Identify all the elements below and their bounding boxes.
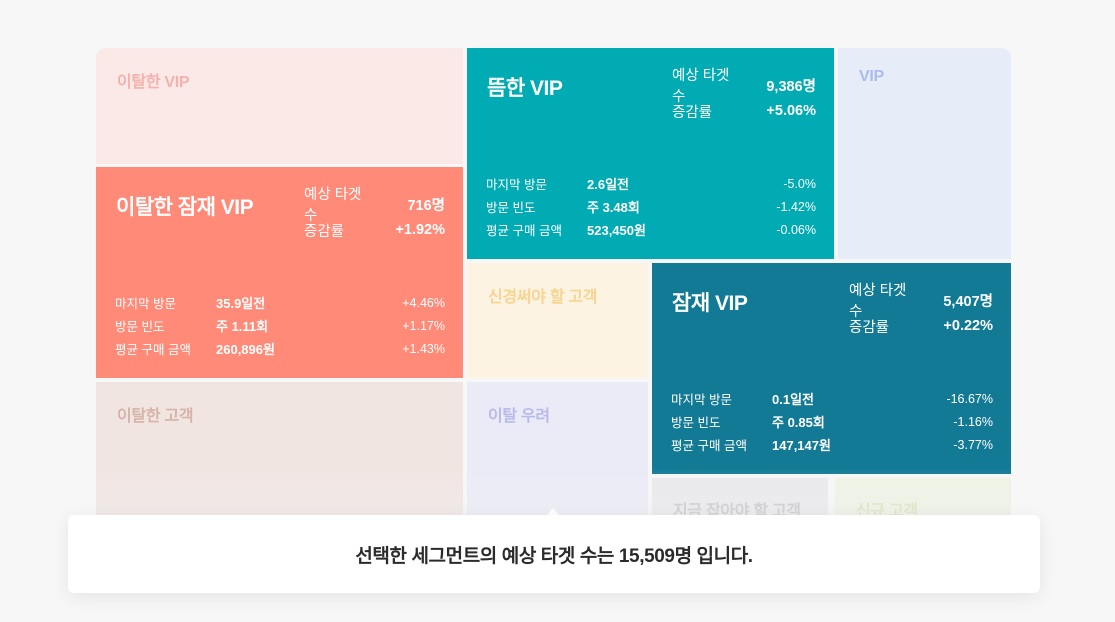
- segment-treemap: 이탈한 VIP 이탈한 잠재 VIP 예상 타겟 수 716명 증감률 +1.92%…: [96, 48, 1011, 568]
- metric-change: -16.67%: [946, 391, 993, 406]
- change-rate-value: +5.06%: [766, 103, 816, 119]
- tooltip-text: 선택한 세그먼트의 예상 타겟 수는 15,509명 입니다.: [355, 545, 753, 567]
- expected-target-value: 716명: [407, 197, 445, 214]
- metric-value: 0.1일전: [772, 392, 814, 407]
- change-rate-label: 증감률: [849, 319, 890, 336]
- segment-metrics: 마지막 방문 35.9일전 +4.46% 방문 빈도 주 1.11회 +1.17% 평균…: [115, 291, 445, 360]
- metric-change: -1.16%: [953, 414, 993, 429]
- change-rate-label: 증감률: [304, 223, 345, 240]
- metric-row-avg-purchase: 평균 구매 금액 147,147원 -3.77%: [671, 433, 993, 456]
- segment-churned-potential-vip[interactable]: 이탈한 잠재 VIP 예상 타겟 수 716명 증감률 +1.92% 마지막 방문 3…: [96, 167, 463, 378]
- segment-title: 이탈한 잠재 VIP: [116, 196, 254, 219]
- metric-row-last-visit: 마지막 방문 2.6일전 -5.0%: [486, 172, 816, 195]
- segment-title: 신경써야 할 고객: [488, 289, 598, 306]
- expected-target-label: 예상 타겟 수: [672, 68, 730, 105]
- metric-row-avg-purchase: 평균 구매 금액 260,896원 +1.43%: [115, 337, 445, 360]
- metric-value: 260,896원: [216, 342, 275, 357]
- segment-churned-customer[interactable]: 이탈한 고객: [96, 382, 463, 518]
- tooltip-caret: [546, 508, 560, 516]
- metric-value: 주 1.11회: [216, 319, 269, 334]
- metric-label: 마지막 방문: [115, 297, 176, 311]
- metric-label: 마지막 방문: [671, 393, 732, 407]
- metric-row-last-visit: 마지막 방문 35.9일전 +4.46%: [115, 291, 445, 314]
- metric-value: 523,450원: [587, 223, 646, 238]
- segment-title: 뜸한 VIP: [487, 77, 563, 100]
- metric-label: 평균 구매 금액: [671, 439, 747, 453]
- segment-must-catch-now[interactable]: 지금 잡아야 할 고객: [652, 478, 828, 518]
- segment-summary: 예상 타겟 수 5,407명 증감률 +0.22%: [849, 283, 993, 339]
- metric-row-avg-purchase: 평균 구매 금액 523,450원 -0.06%: [486, 218, 816, 241]
- metric-value: 2.6일전: [587, 177, 629, 192]
- metric-value: 35.9일전: [216, 296, 266, 311]
- segment-title: 이탈 우려: [488, 408, 550, 425]
- metric-change: -5.0%: [783, 176, 816, 191]
- expected-target-value: 5,407명: [943, 293, 993, 310]
- metric-label: 방문 빈도: [115, 320, 165, 334]
- segment-metrics: 마지막 방문 0.1일전 -16.67% 방문 빈도 주 0.85회 -1.16% 평균…: [671, 387, 993, 456]
- segment-title: 이탈한 VIP: [117, 74, 190, 91]
- metric-label: 방문 빈도: [671, 416, 721, 430]
- segment-title: 이탈한 고객: [117, 408, 194, 425]
- selection-summary-tooltip: 선택한 세그먼트의 예상 타겟 수는 15,509명 입니다.: [68, 515, 1040, 593]
- expected-target-value: 9,386명: [766, 78, 816, 95]
- segment-new-customer[interactable]: 신규 고객: [835, 478, 1011, 518]
- metric-row-visit-frequency: 방문 빈도 주 1.11회 +1.17%: [115, 314, 445, 337]
- segment-potential-vip[interactable]: 잠재 VIP 예상 타겟 수 5,407명 증감률 +0.22% 마지막 방문 0.1…: [652, 263, 1011, 474]
- metric-change: +4.46%: [402, 295, 445, 310]
- segment-vip[interactable]: VIP: [838, 48, 1011, 259]
- segment-title: 잠재 VIP: [672, 292, 748, 315]
- metric-label: 평균 구매 금액: [486, 224, 562, 238]
- metric-change: -1.42%: [776, 199, 816, 214]
- metric-label: 마지막 방문: [486, 178, 547, 192]
- expected-target-label: 예상 타겟 수: [849, 283, 907, 320]
- change-rate-label: 증감률: [672, 104, 713, 121]
- segment-churned-vip[interactable]: 이탈한 VIP: [96, 48, 463, 164]
- metric-label: 방문 빈도: [486, 201, 536, 215]
- metric-value: 147,147원: [772, 438, 831, 453]
- segment-title: VIP: [859, 68, 884, 85]
- segment-metrics: 마지막 방문 2.6일전 -5.0% 방문 빈도 주 3.48회 -1.42% 평균 구…: [486, 172, 816, 241]
- metric-value: 주 0.85회: [772, 415, 825, 430]
- metric-row-last-visit: 마지막 방문 0.1일전 -16.67%: [671, 387, 993, 410]
- segment-summary: 예상 타겟 수 716명 증감률 +1.92%: [304, 187, 445, 243]
- metric-change: +1.17%: [402, 318, 445, 333]
- expected-target-label: 예상 타겟 수: [304, 187, 362, 224]
- change-rate-value: +1.92%: [395, 222, 445, 238]
- metric-label: 평균 구매 금액: [115, 343, 191, 357]
- metric-change: -3.77%: [953, 437, 993, 452]
- segment-dormant-vip[interactable]: 뜸한 VIP 예상 타겟 수 9,386명 증감률 +5.06% 마지막 방문 2.6…: [467, 48, 834, 259]
- segment-needs-attention[interactable]: 신경써야 할 고객: [467, 263, 648, 378]
- metric-change: +1.43%: [402, 341, 445, 356]
- metric-row-visit-frequency: 방문 빈도 주 3.48회 -1.42%: [486, 195, 816, 218]
- metric-change: -0.06%: [776, 222, 816, 237]
- segment-summary: 예상 타겟 수 9,386명 증감률 +5.06%: [672, 68, 816, 124]
- metric-row-visit-frequency: 방문 빈도 주 0.85회 -1.16%: [671, 410, 993, 433]
- segment-churn-risk[interactable]: 이탈 우려: [467, 382, 648, 518]
- metric-value: 주 3.48회: [587, 200, 640, 215]
- change-rate-value: +0.22%: [943, 318, 993, 334]
